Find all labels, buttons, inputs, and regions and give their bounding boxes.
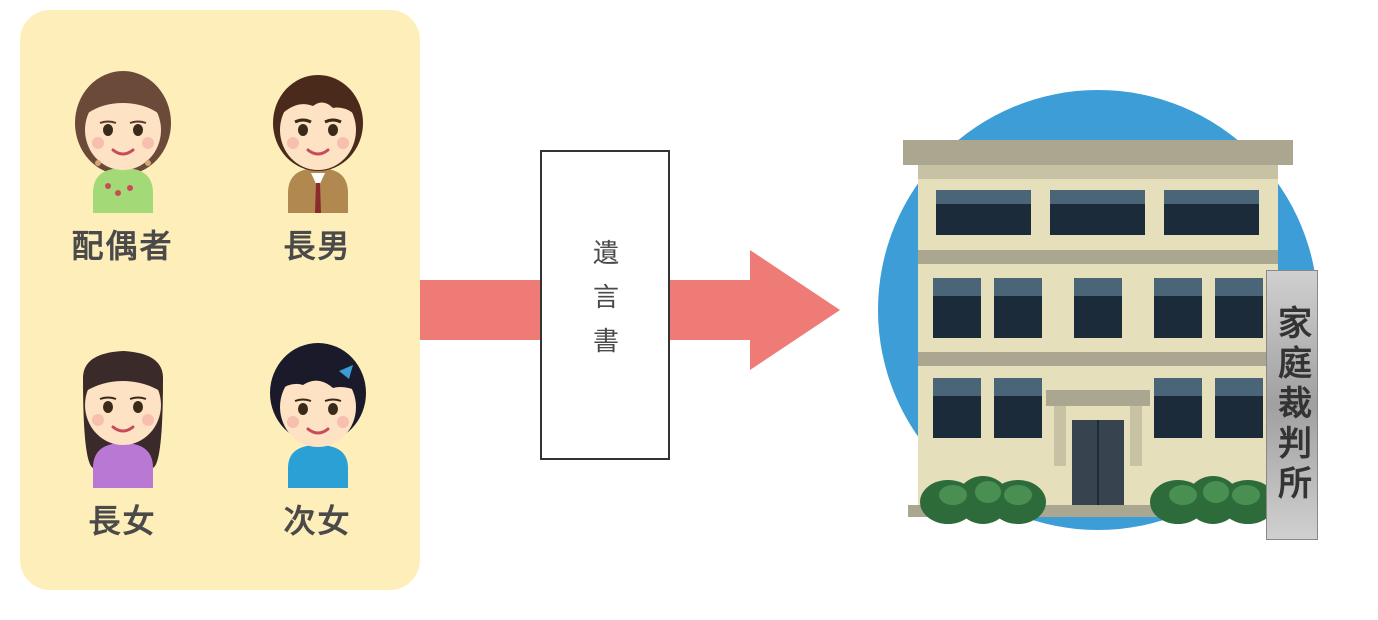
person-eldest-daughter-label: 長女 [88,496,156,542]
person-eldest-son: 長男 [225,30,410,295]
will-document: 遺言書 [540,150,670,460]
avatar-eldest-daughter [48,333,198,488]
court-building: 家庭裁判所 [858,60,1338,560]
person-second-daughter: 次女 [225,305,410,570]
arrow-container: 遺言書 [420,250,840,370]
person-spouse-label: 配偶者 [71,221,173,267]
avatar-spouse [48,58,198,213]
person-eldest-son-label: 長男 [283,221,351,267]
family-box: 配偶者 長男 [20,10,420,590]
person-second-daughter-label: 次女 [283,496,351,542]
avatar-second-daughter [243,333,393,488]
will-document-label: 遺言書 [587,239,624,371]
person-spouse: 配偶者 [30,30,215,295]
avatar-eldest-son [243,58,393,213]
person-eldest-daughter: 長女 [30,305,215,570]
court-sign: 家庭裁判所 [1266,270,1318,540]
court-sign-label: 家庭裁判所 [1268,305,1317,505]
